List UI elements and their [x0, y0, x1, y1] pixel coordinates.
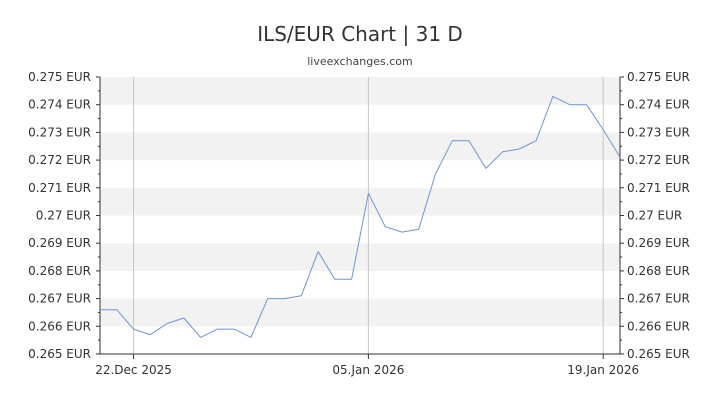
series-line: [100, 95, 621, 338]
y-tick-label-left: 0.275 EUR: [28, 70, 91, 84]
vertical-gridlines: [133, 77, 604, 354]
y-tick-label-left: 0.266 EUR: [28, 319, 91, 333]
y-tick-label-right: 0.27 EUR: [627, 209, 682, 223]
y-tick-label-right: 0.275 EUR: [627, 70, 690, 84]
y-tick-label-left: 0.271 EUR: [28, 181, 91, 195]
y-tick-label-left: 0.273 EUR: [28, 125, 91, 139]
plot-band: [100, 187, 620, 216]
y-tick-label-left: 0.274 EUR: [28, 98, 91, 112]
y-tick-label-left: 0.27 EUR: [36, 209, 91, 223]
plot-band: [100, 215, 620, 244]
y-axis-left: 0.265 EUR 0.266 EUR 0.267 EUR 0.268 EUR 0.26…: [28, 70, 100, 361]
plot-band: [100, 160, 620, 188]
series-group: [100, 95, 621, 338]
y-tick-label-right: 0.273 EUR: [627, 125, 690, 139]
plot-band: [100, 243, 620, 271]
plot-band: [100, 326, 620, 354]
y-tick-label-left: 0.268 EUR: [28, 264, 91, 278]
y-tick-label-right: 0.266 EUR: [627, 319, 690, 333]
y-tick-label-right: 0.268 EUR: [627, 264, 690, 278]
y-tick-label-right: 0.274 EUR: [627, 98, 690, 112]
x-tick-label: 22.Dec 2025: [95, 363, 172, 377]
y-tick-label-right: 0.271 EUR: [627, 181, 690, 195]
y-tick-label-left: 0.272 EUR: [28, 153, 91, 167]
y-tick-label-right: 0.265 EUR: [627, 347, 690, 361]
y-tick-label-right: 0.269 EUR: [627, 236, 690, 250]
chart-subtitle: liveexchanges.com: [307, 55, 413, 68]
y-axis-right: 0.265 EUR 0.266 EUR 0.267 EUR 0.268 EUR 0.26…: [620, 70, 690, 361]
plot-band: [100, 77, 620, 105]
plot-band: [100, 104, 620, 133]
y-tick-label-right: 0.267 EUR: [627, 292, 690, 306]
plot-band: [100, 132, 620, 161]
plot-band: [100, 270, 620, 299]
x-tick-label: 19.Jan 2026: [567, 363, 639, 377]
x-axis: 22.Dec 2025 05.Jan 2026 19.Jan 2026: [95, 354, 639, 377]
y-tick-label-left: 0.265 EUR: [28, 347, 91, 361]
plot-bands: [100, 77, 620, 354]
chart-title: ILS/EUR Chart | 31 D: [257, 22, 463, 46]
y-tick-label-left: 0.267 EUR: [28, 292, 91, 306]
x-tick-label: 05.Jan 2026: [332, 363, 404, 377]
y-tick-label-right: 0.272 EUR: [627, 153, 690, 167]
y-tick-label-left: 0.269 EUR: [28, 236, 91, 250]
plot-band: [100, 298, 620, 327]
